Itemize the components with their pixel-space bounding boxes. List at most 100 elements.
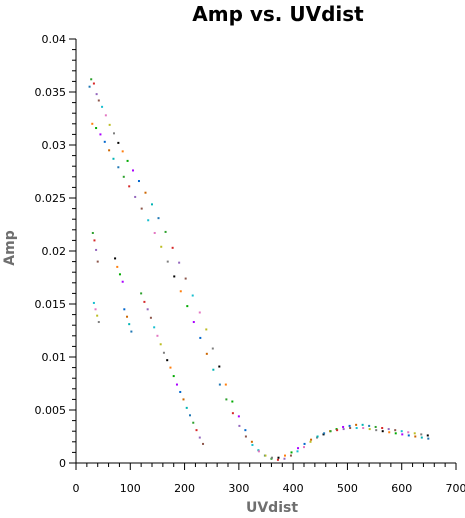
scatter-point — [112, 157, 115, 160]
scatter-point — [153, 231, 156, 234]
scatter-point — [191, 294, 194, 297]
scatter-point — [244, 429, 247, 432]
y-tick-label: 0.035 — [35, 86, 67, 99]
scatter-point — [160, 245, 163, 248]
x-tick-label: 200 — [174, 482, 195, 495]
scatter-point — [257, 450, 260, 453]
y-tick-label: 0.02 — [42, 245, 67, 258]
scatter-point — [97, 321, 100, 324]
scatter-point — [387, 428, 390, 431]
scatter-point — [146, 308, 149, 311]
y-tick-label: 0.025 — [35, 192, 67, 205]
scatter-point — [169, 366, 172, 369]
scatter-point — [355, 423, 358, 426]
scatter-point — [149, 316, 152, 319]
scatter-point — [394, 432, 397, 435]
scatter-point — [205, 328, 208, 331]
scatter-point — [92, 82, 95, 85]
scatter-point — [103, 140, 106, 143]
scatter-point — [153, 326, 156, 329]
scatter-point — [414, 435, 417, 438]
scatter-point — [322, 433, 325, 436]
scatter-point — [348, 424, 351, 427]
scatter-point — [323, 432, 326, 435]
scatter-point — [250, 440, 253, 443]
scatter-point — [198, 311, 201, 314]
scatter-point — [355, 427, 358, 430]
scatter-point — [185, 406, 188, 409]
scatter-point — [283, 457, 286, 460]
scatter-point — [151, 203, 153, 206]
scatter-point — [276, 458, 279, 461]
scatter-point — [134, 195, 137, 198]
scatter-point — [178, 261, 181, 264]
scatter-point — [189, 414, 191, 417]
scatter-point — [218, 383, 221, 386]
scatter-point — [117, 166, 120, 169]
scatter-point — [199, 336, 202, 339]
x-tick-label: 500 — [337, 482, 358, 495]
scatter-point — [400, 430, 403, 433]
scatter-point — [374, 425, 377, 428]
scatter-point — [157, 217, 160, 220]
scatter-point — [420, 433, 423, 436]
scatter-point — [108, 149, 111, 152]
scatter-point — [164, 230, 167, 233]
scatter-point — [284, 454, 286, 457]
scatter-point — [224, 383, 227, 386]
scatter-point — [297, 447, 300, 450]
scatter-point — [303, 442, 306, 445]
scatter-point — [95, 127, 98, 130]
scatter-point — [113, 132, 115, 135]
scatter-point — [96, 314, 99, 317]
scatter-point — [179, 390, 182, 393]
scatter-point — [172, 375, 175, 378]
scatter-point — [316, 436, 319, 439]
scatter-point — [101, 105, 104, 108]
scatter-point — [99, 133, 102, 136]
scatter-point — [132, 169, 134, 172]
points-group — [88, 78, 430, 461]
scatter-point — [205, 352, 208, 355]
scatter-point — [290, 451, 293, 454]
scatter-point — [166, 260, 169, 263]
scatter-point — [225, 398, 228, 401]
scatter-point — [401, 433, 404, 436]
scatter-point — [303, 446, 305, 449]
scatter-point — [97, 99, 100, 102]
scatter-point — [342, 428, 345, 431]
x-tick-label: 600 — [391, 482, 412, 495]
x-tick-label: 100 — [120, 482, 141, 495]
scatter-point — [238, 424, 241, 427]
scatter-point — [179, 290, 182, 293]
scatter-point — [368, 428, 371, 431]
scatter-point — [413, 432, 416, 435]
scatter-point — [212, 368, 215, 371]
scatter-point — [104, 114, 107, 117]
scatter-point — [310, 438, 313, 441]
scatter-point — [316, 435, 319, 438]
scatter-point — [277, 456, 280, 459]
scatter-point — [349, 427, 352, 430]
scatter-point — [166, 359, 169, 362]
y-tick-label: 0.01 — [42, 351, 67, 364]
scatter-point — [329, 430, 332, 433]
scatter-point — [88, 85, 91, 88]
scatter-point — [257, 449, 260, 452]
scatter-point — [375, 429, 378, 432]
x-tick-label: 300 — [228, 482, 249, 495]
y-axis-label: Amp — [2, 230, 18, 265]
scatter-point — [93, 239, 96, 242]
y-tick-label: 0.04 — [42, 33, 67, 46]
x-axis-label: UVdist — [246, 500, 298, 516]
chart-title: Amp vs. UVdist — [192, 2, 364, 26]
scatter-point — [289, 454, 292, 457]
y-tick-label: 0.015 — [35, 298, 67, 311]
scatter-point — [95, 248, 98, 251]
y-tick-label: 0 — [59, 457, 66, 470]
scatter-point — [116, 265, 119, 268]
scatter-point — [426, 434, 429, 437]
scatter-point — [175, 383, 178, 386]
